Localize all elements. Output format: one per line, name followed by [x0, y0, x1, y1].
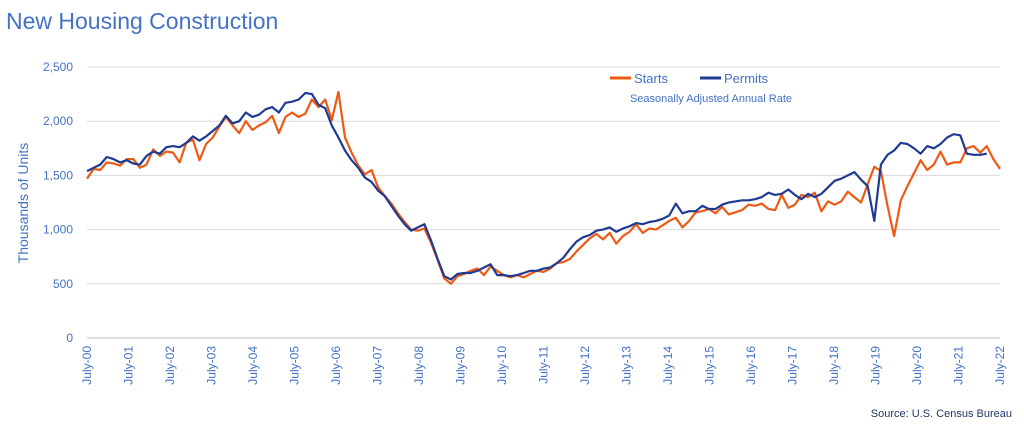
x-tick-label: July-17 — [786, 346, 800, 385]
x-tick-label: July-00 — [80, 346, 94, 385]
y-axis-label: Thousands of Units — [15, 143, 31, 264]
series-line-starts — [86, 90, 1001, 285]
legend-label-permits: Permits — [724, 71, 769, 86]
x-tick-label: July-07 — [371, 346, 385, 385]
x-tick-label: July-03 — [205, 346, 219, 385]
x-tick-label: July-01 — [122, 346, 136, 385]
source-note: Source: U.S. Census Bureau — [870, 408, 1012, 420]
x-tick-label: July-20 — [910, 346, 924, 385]
y-tick-labels: 0 500 1,000 1,500 2,000 2,500 — [43, 60, 73, 345]
x-tick-label: July-02 — [163, 346, 177, 385]
x-tick-label: July-19 — [869, 346, 883, 385]
y-tick-label: 500 — [53, 277, 73, 291]
y-tick-label: 0 — [66, 331, 73, 345]
y-tick-label: 2,000 — [43, 114, 73, 128]
x-tick-label: July-16 — [744, 346, 758, 385]
x-tick-labels: July-00 July-01 July-02 July-03 July-04 July-… — [80, 346, 1007, 385]
x-tick-label: July-04 — [246, 346, 260, 385]
legend: Starts Permits Seasonally Adjusted Annua… — [610, 71, 792, 105]
x-tick-label: July-14 — [661, 346, 675, 385]
x-tick-label: July-21 — [952, 346, 966, 385]
x-tick-label: July-11 — [537, 346, 551, 384]
x-tick-label: July-15 — [703, 346, 717, 385]
y-tick-label: 2,500 — [43, 60, 73, 74]
x-tick-label: July-22 — [993, 346, 1007, 385]
legend-label-starts: Starts — [634, 71, 668, 86]
y-tick-label: 1,000 — [43, 223, 73, 237]
series-line-permits — [86, 91, 987, 281]
x-tick-label: July-09 — [454, 346, 468, 385]
chart-title: New Housing Construction — [6, 8, 279, 34]
x-tick-label: July-13 — [620, 346, 634, 385]
x-tick-label: July-08 — [412, 346, 426, 385]
series-lines — [86, 90, 1001, 285]
gridlines — [87, 66, 1000, 339]
x-tick-label: July-05 — [288, 346, 302, 385]
y-tick-label: 1,500 — [43, 168, 73, 182]
x-tick-label: July-06 — [329, 346, 343, 385]
x-tick-label: July-10 — [495, 346, 509, 385]
x-tick-label: July-12 — [578, 346, 592, 385]
x-tick-label: July-18 — [827, 346, 841, 385]
chart-subtitle: Seasonally Adjusted Annual Rate — [630, 93, 792, 105]
